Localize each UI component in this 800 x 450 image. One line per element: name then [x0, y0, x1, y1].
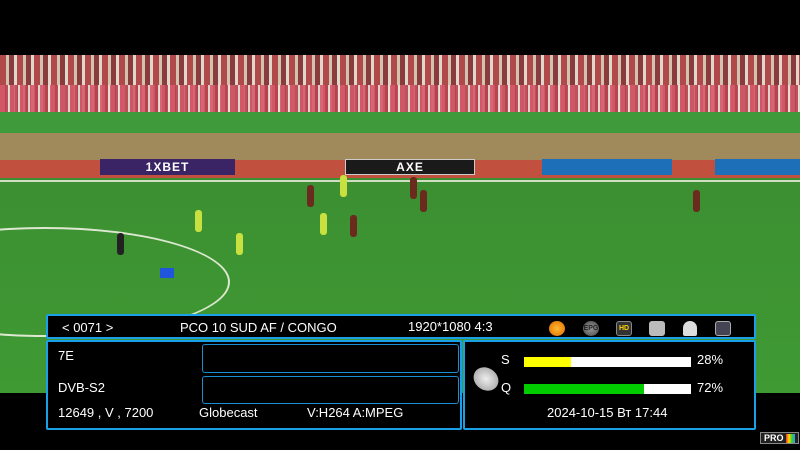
player	[410, 177, 417, 199]
strength-bar	[524, 357, 691, 367]
resolution: 1920*1080 4:3	[408, 319, 493, 334]
player	[117, 233, 124, 255]
strength-value: 28%	[697, 352, 724, 367]
dirt-area	[0, 133, 800, 160]
strength-bar-fill	[524, 357, 571, 367]
ad-board-blue-2	[715, 159, 800, 175]
transponder-params: 12649 , V , 7200	[58, 405, 154, 420]
codec-info: V:H264 A:MPEG	[307, 405, 404, 420]
hd-icon: HD	[616, 321, 632, 336]
ad-board-1xbet: 1XBET	[100, 159, 235, 175]
quality-bar	[524, 384, 691, 394]
player	[307, 185, 314, 207]
lock-icon	[683, 321, 697, 336]
delivery-system: DVB-S2	[58, 380, 105, 395]
coin-icon	[549, 321, 565, 336]
player	[320, 213, 327, 235]
satellite-dish-icon	[469, 362, 503, 396]
channel-info-bar: < 0071 > PCO 10 SUD AF / CONGO 1920*1080…	[46, 314, 756, 339]
epg-icon: EPG	[583, 321, 599, 336]
quality-bar-fill	[524, 384, 645, 394]
player	[340, 175, 347, 197]
ad-board-axe: AXE	[345, 159, 475, 175]
ad-board-blue	[542, 159, 672, 175]
channel-number: < 0071 >	[62, 320, 114, 335]
channel-logo: PRO	[760, 432, 799, 444]
player	[195, 210, 202, 232]
quality-label: Q	[501, 380, 512, 395]
signal-panel: S 28% Q 72% 2024-10-15 Вт 17:44	[463, 340, 756, 430]
cooler-box	[160, 268, 174, 278]
logo-mark	[785, 433, 795, 443]
scramble-icon	[649, 321, 665, 336]
date-time: 2024-10-15 Вт 17:44	[547, 405, 668, 420]
player	[693, 190, 700, 212]
event-field-1	[202, 344, 459, 373]
player	[420, 190, 427, 212]
player	[236, 233, 243, 255]
satellite-name: 7E	[58, 348, 74, 363]
logo-text: PRO	[764, 433, 784, 443]
provider: Globecast	[199, 405, 258, 420]
strength-label: S	[501, 352, 510, 367]
player	[350, 215, 357, 237]
touchline	[0, 180, 800, 182]
channel-name: PCO 10 SUD AF / CONGO	[180, 320, 337, 335]
event-field-2	[202, 376, 459, 404]
subtitle-icon	[715, 321, 731, 336]
grass-strip	[0, 112, 800, 133]
quality-value: 72%	[697, 380, 724, 395]
transponder-panel: 7E DVB-S2 12649 , V , 7200 Globecast V:H…	[46, 340, 462, 430]
stadium-stands	[0, 55, 800, 112]
